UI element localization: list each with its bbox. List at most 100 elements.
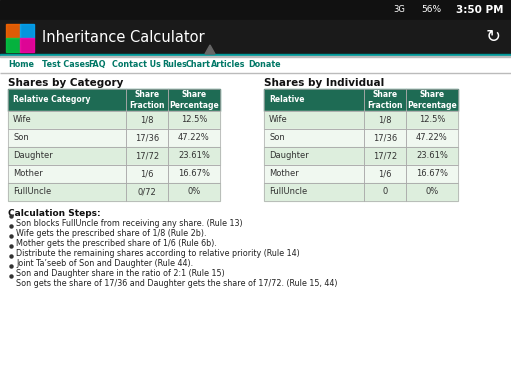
Bar [126, 165, 168, 183]
Bar [168, 147, 220, 165]
Bar [406, 111, 458, 129]
Text: Distribute the remaining shares according to relative priority (Rule 14): Distribute the remaining shares accordin… [16, 249, 300, 258]
Bar [0, 20, 511, 56]
Bar [168, 89, 220, 111]
Bar [168, 111, 220, 129]
Text: Son blocks FullUncle from receiving any share. (Rule 13): Son blocks FullUncle from receiving any … [16, 219, 243, 228]
Text: Rules: Rules [162, 60, 187, 69]
Text: Chart: Chart [186, 60, 211, 69]
Text: Inheritance Calculator: Inheritance Calculator [42, 30, 204, 45]
Text: Share
Percentage: Share Percentage [169, 90, 219, 110]
Bar [0, 56, 511, 73]
Text: Mother gets the prescribed share of 1/6 (Rule 6b).: Mother gets the prescribed share of 1/6 … [16, 239, 217, 248]
Text: 12.5%: 12.5% [419, 116, 445, 124]
Bar [364, 165, 406, 183]
Bar [8, 89, 126, 111]
Text: 17/36: 17/36 [135, 134, 159, 142]
Text: 47.22%: 47.22% [178, 134, 210, 142]
Bar [364, 111, 406, 129]
Text: 1/8: 1/8 [378, 116, 392, 124]
Bar [0, 53, 511, 56]
Bar [8, 129, 126, 147]
Text: Contact Us: Contact Us [112, 60, 161, 69]
Bar [126, 129, 168, 147]
Bar [264, 111, 364, 129]
Bar [126, 111, 168, 129]
Text: 12.5%: 12.5% [181, 116, 207, 124]
Bar [406, 183, 458, 201]
Bar [168, 165, 220, 183]
Text: 1/6: 1/6 [140, 169, 154, 179]
Text: FAQ: FAQ [88, 60, 105, 69]
Text: FullUncle: FullUncle [269, 187, 307, 197]
Text: 16.67%: 16.67% [178, 169, 210, 179]
Text: ↻: ↻ [486, 28, 501, 46]
Text: Son and Daughter share in the ratio of 2:1 (Rule 15): Son and Daughter share in the ratio of 2… [16, 269, 225, 278]
Text: 0/72: 0/72 [137, 187, 156, 197]
Text: 0: 0 [382, 187, 388, 197]
Bar [406, 147, 458, 165]
Bar [264, 129, 364, 147]
Text: 1/8: 1/8 [140, 116, 154, 124]
Text: Wife: Wife [13, 116, 32, 124]
Bar [8, 165, 126, 183]
Bar [8, 111, 126, 129]
Text: Share
Fraction: Share Fraction [367, 90, 403, 110]
Text: Share
Fraction: Share Fraction [129, 90, 165, 110]
Bar [364, 111, 406, 129]
Bar [264, 183, 364, 201]
Bar [264, 129, 364, 147]
Bar [126, 129, 168, 147]
Bar [20, 24, 34, 38]
Text: Shares by Individual: Shares by Individual [264, 78, 384, 88]
Bar [168, 111, 220, 129]
Bar [6, 24, 20, 38]
Bar [406, 129, 458, 147]
Bar [168, 165, 220, 183]
Bar [6, 24, 34, 52]
Bar [264, 165, 364, 183]
Text: Joint Ta’seeb of Son and Daughter (Rule 44).: Joint Ta’seeb of Son and Daughter (Rule … [16, 259, 193, 268]
Text: Share
Percentage: Share Percentage [407, 90, 457, 110]
Text: Shares by Category: Shares by Category [8, 78, 123, 88]
Bar [126, 147, 168, 165]
Bar [8, 111, 126, 129]
Bar [406, 89, 458, 111]
Text: 56%: 56% [421, 5, 441, 15]
Bar [126, 147, 168, 165]
Text: 17/36: 17/36 [373, 134, 397, 142]
Bar [126, 89, 168, 111]
Text: Relative: Relative [269, 96, 305, 104]
Text: 0%: 0% [188, 187, 201, 197]
Bar [406, 165, 458, 183]
Bar [8, 89, 126, 111]
Bar [6, 38, 20, 52]
Text: 1/6: 1/6 [378, 169, 392, 179]
Bar [126, 165, 168, 183]
Bar [264, 147, 364, 165]
Text: 23.61%: 23.61% [178, 152, 210, 161]
Text: Relative Category: Relative Category [13, 96, 90, 104]
Bar [264, 183, 364, 201]
Bar [364, 147, 406, 165]
Bar [168, 129, 220, 147]
Bar [168, 183, 220, 201]
Text: Son gets the share of 17/36 and Daughter gets the share of 17/72. (Rule 15, 44): Son gets the share of 17/36 and Daughter… [16, 279, 337, 288]
Text: 17/72: 17/72 [373, 152, 397, 161]
Bar [8, 147, 126, 165]
Text: Donate: Donate [248, 60, 281, 69]
Bar [8, 147, 126, 165]
Bar [8, 165, 126, 183]
Text: 47.22%: 47.22% [416, 134, 448, 142]
Bar [364, 89, 406, 111]
Bar [364, 183, 406, 201]
Text: Daughter: Daughter [269, 152, 309, 161]
Text: FullUncle: FullUncle [13, 187, 51, 197]
Bar [0, 0, 511, 20]
Bar [364, 129, 406, 147]
Bar [406, 183, 458, 201]
Text: 3G: 3G [393, 5, 405, 15]
Text: Wife gets the prescribed share of 1/8 (Rule 2b).: Wife gets the prescribed share of 1/8 (R… [16, 229, 206, 238]
Bar [406, 147, 458, 165]
Bar [126, 89, 168, 111]
